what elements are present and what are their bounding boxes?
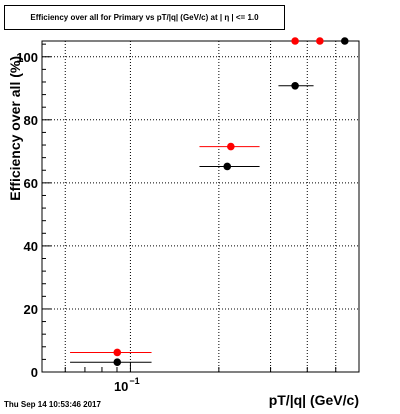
y-tick-label: 40: [24, 239, 38, 254]
plot-frame: [41, 40, 360, 373]
x-tick-label-exponent: −1: [129, 376, 139, 386]
y-tick-label: 80: [24, 113, 38, 128]
y-tick-label: 0: [31, 365, 38, 380]
data-point: [223, 162, 232, 171]
x-axis-title: pT/|q| (GeV/c): [269, 392, 359, 408]
data-point: [291, 37, 299, 45]
timestamp: Thu Sep 14 10:53:46 2017: [4, 400, 101, 409]
axis-ticks: [41, 43, 360, 373]
data-point: [316, 37, 324, 45]
data-point: [227, 142, 235, 151]
tick-labels: 0 20 40 60 80 100 10 −1: [16, 50, 139, 394]
x-tick-label-base: 10: [114, 379, 128, 394]
chart-title: Efficiency over all for Primary vs pT/|q…: [30, 13, 259, 22]
data-point: [113, 358, 122, 367]
data-point: [113, 348, 122, 357]
data-markers: [70, 37, 349, 367]
data-point: [291, 81, 299, 90]
y-axis-title: Efficiency over all (%): [7, 56, 23, 201]
grid-lines: [42, 41, 360, 373]
y-tick-label: 100: [16, 50, 38, 65]
data-point: [340, 37, 349, 45]
y-tick-label: 60: [24, 176, 38, 191]
chart-title-box: Efficiency over all for Primary vs pT/|q…: [4, 5, 285, 30]
y-tick-label: 20: [24, 302, 38, 317]
